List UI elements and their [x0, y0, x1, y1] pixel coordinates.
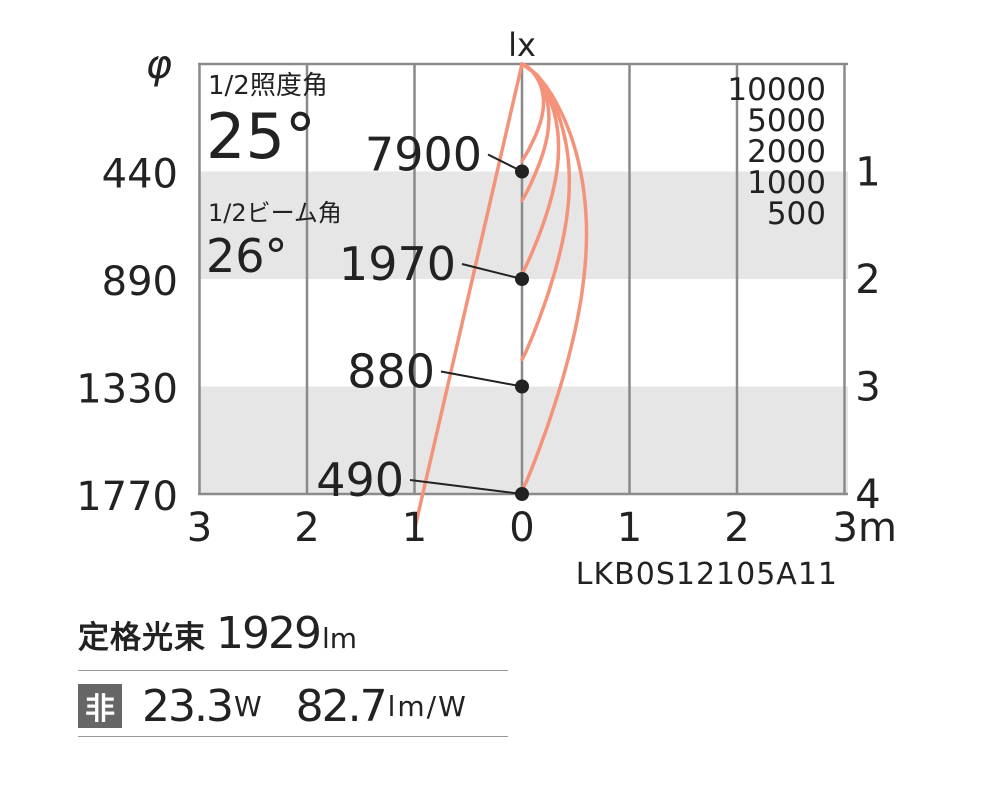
rated-flux-label: 定格光束 — [78, 620, 206, 656]
efficacy-unit: lm/W — [387, 689, 468, 723]
diameter-label: 1770 — [76, 474, 178, 520]
leader-line-4 — [409, 479, 523, 495]
beam-angle-line — [413, 62, 524, 528]
model-number: LKB0S12105A11 — [576, 557, 838, 592]
half-beam-angle-value: 26° — [206, 229, 288, 283]
half-beam-angle-label: 1/2ビーム角 — [208, 199, 342, 227]
diameter-label: 1330 — [76, 367, 178, 413]
distance-tick: 2 — [855, 257, 880, 303]
type-badge: 非 — [78, 684, 122, 728]
isolux-level-label: 5000 — [747, 103, 826, 139]
center-illuminance-label: 1970 — [339, 237, 456, 291]
diameter-label: 890 — [102, 259, 178, 305]
leader-line-2 — [461, 263, 523, 280]
half-illuminance-angle-value: 25° — [206, 100, 316, 173]
power-value: 23.3 — [142, 680, 234, 732]
leader-line-1 — [487, 153, 523, 173]
isolux-level-label: 1000 — [747, 165, 826, 201]
distance-tick: 1 — [855, 150, 880, 196]
power-efficacy-row: 非 23.3 W 82.7 lm/W — [78, 676, 508, 737]
center-illuminance-label: 7900 — [365, 128, 482, 182]
center-illuminance-label: 880 — [347, 345, 435, 399]
x-tick-label: 3 — [187, 505, 212, 551]
x-tick-label: 3m — [833, 505, 897, 551]
rated-flux-value: 1929 — [216, 608, 322, 659]
distance-tick: 4 — [855, 472, 880, 518]
isolux-level-label: 10000 — [727, 72, 826, 108]
diameter-label: 440 — [102, 152, 178, 198]
diameter-symbol: φ — [146, 42, 172, 88]
efficacy-value: 82.7 — [295, 680, 388, 732]
x-tick-label: 1 — [402, 505, 427, 551]
x-tick-label: 1 — [617, 505, 642, 551]
x-tick-label: 2 — [724, 505, 749, 551]
isolux-level-label: 500 — [767, 196, 826, 232]
lux-unit-label: lx — [508, 26, 536, 64]
isolux-level-label: 2000 — [747, 134, 826, 170]
distance-tick: 3 — [855, 365, 880, 411]
light-distribution-chart: 7900 1970 880 490 440 890 1330 1770 φ 1 2 3 4 3 2 1 0 1 2 3… — [76, 26, 897, 592]
rated-flux-row: 定格光束 1929 lm — [78, 608, 508, 671]
power-unit: W — [233, 689, 262, 723]
isolux-curve-500 — [520, 62, 589, 493]
half-illuminance-angle-label: 1/2照度角 — [208, 71, 328, 101]
isolux-curve-1000 — [520, 62, 572, 362]
center-illuminance-label: 490 — [316, 453, 404, 507]
rated-flux-unit: lm — [321, 622, 358, 655]
leader-line-3 — [440, 370, 523, 388]
x-tick-label: 2 — [294, 505, 319, 551]
x-tick-label: 0 — [509, 505, 534, 551]
